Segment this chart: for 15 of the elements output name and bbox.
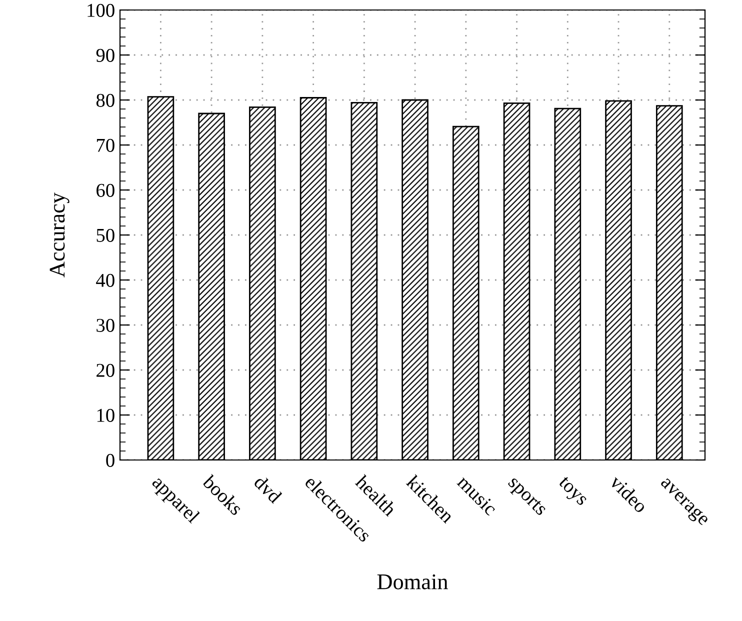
y-tick-label: 70 <box>96 138 114 152</box>
y-tick-label: 0 <box>106 454 114 467</box>
y-tick-label: 40 <box>96 274 114 287</box>
y-axis-title: Accuracy <box>50 192 70 278</box>
y-tick-label: 50 <box>96 228 114 242</box>
y-tick-label: 30 <box>96 318 114 332</box>
y-tick-label: 100 <box>88 4 114 17</box>
x-tick-label: dvd <box>253 474 283 504</box>
y-tick-label: 20 <box>96 364 114 377</box>
y-tick-label: 80 <box>96 94 114 107</box>
y-tick-label: 60 <box>96 184 114 197</box>
x-tick-label: toys <box>555 476 588 509</box>
y-tick-label: 90 <box>96 48 114 62</box>
y-tick-label: 10 <box>97 408 114 422</box>
x-axis-title: Domain <box>377 574 448 590</box>
